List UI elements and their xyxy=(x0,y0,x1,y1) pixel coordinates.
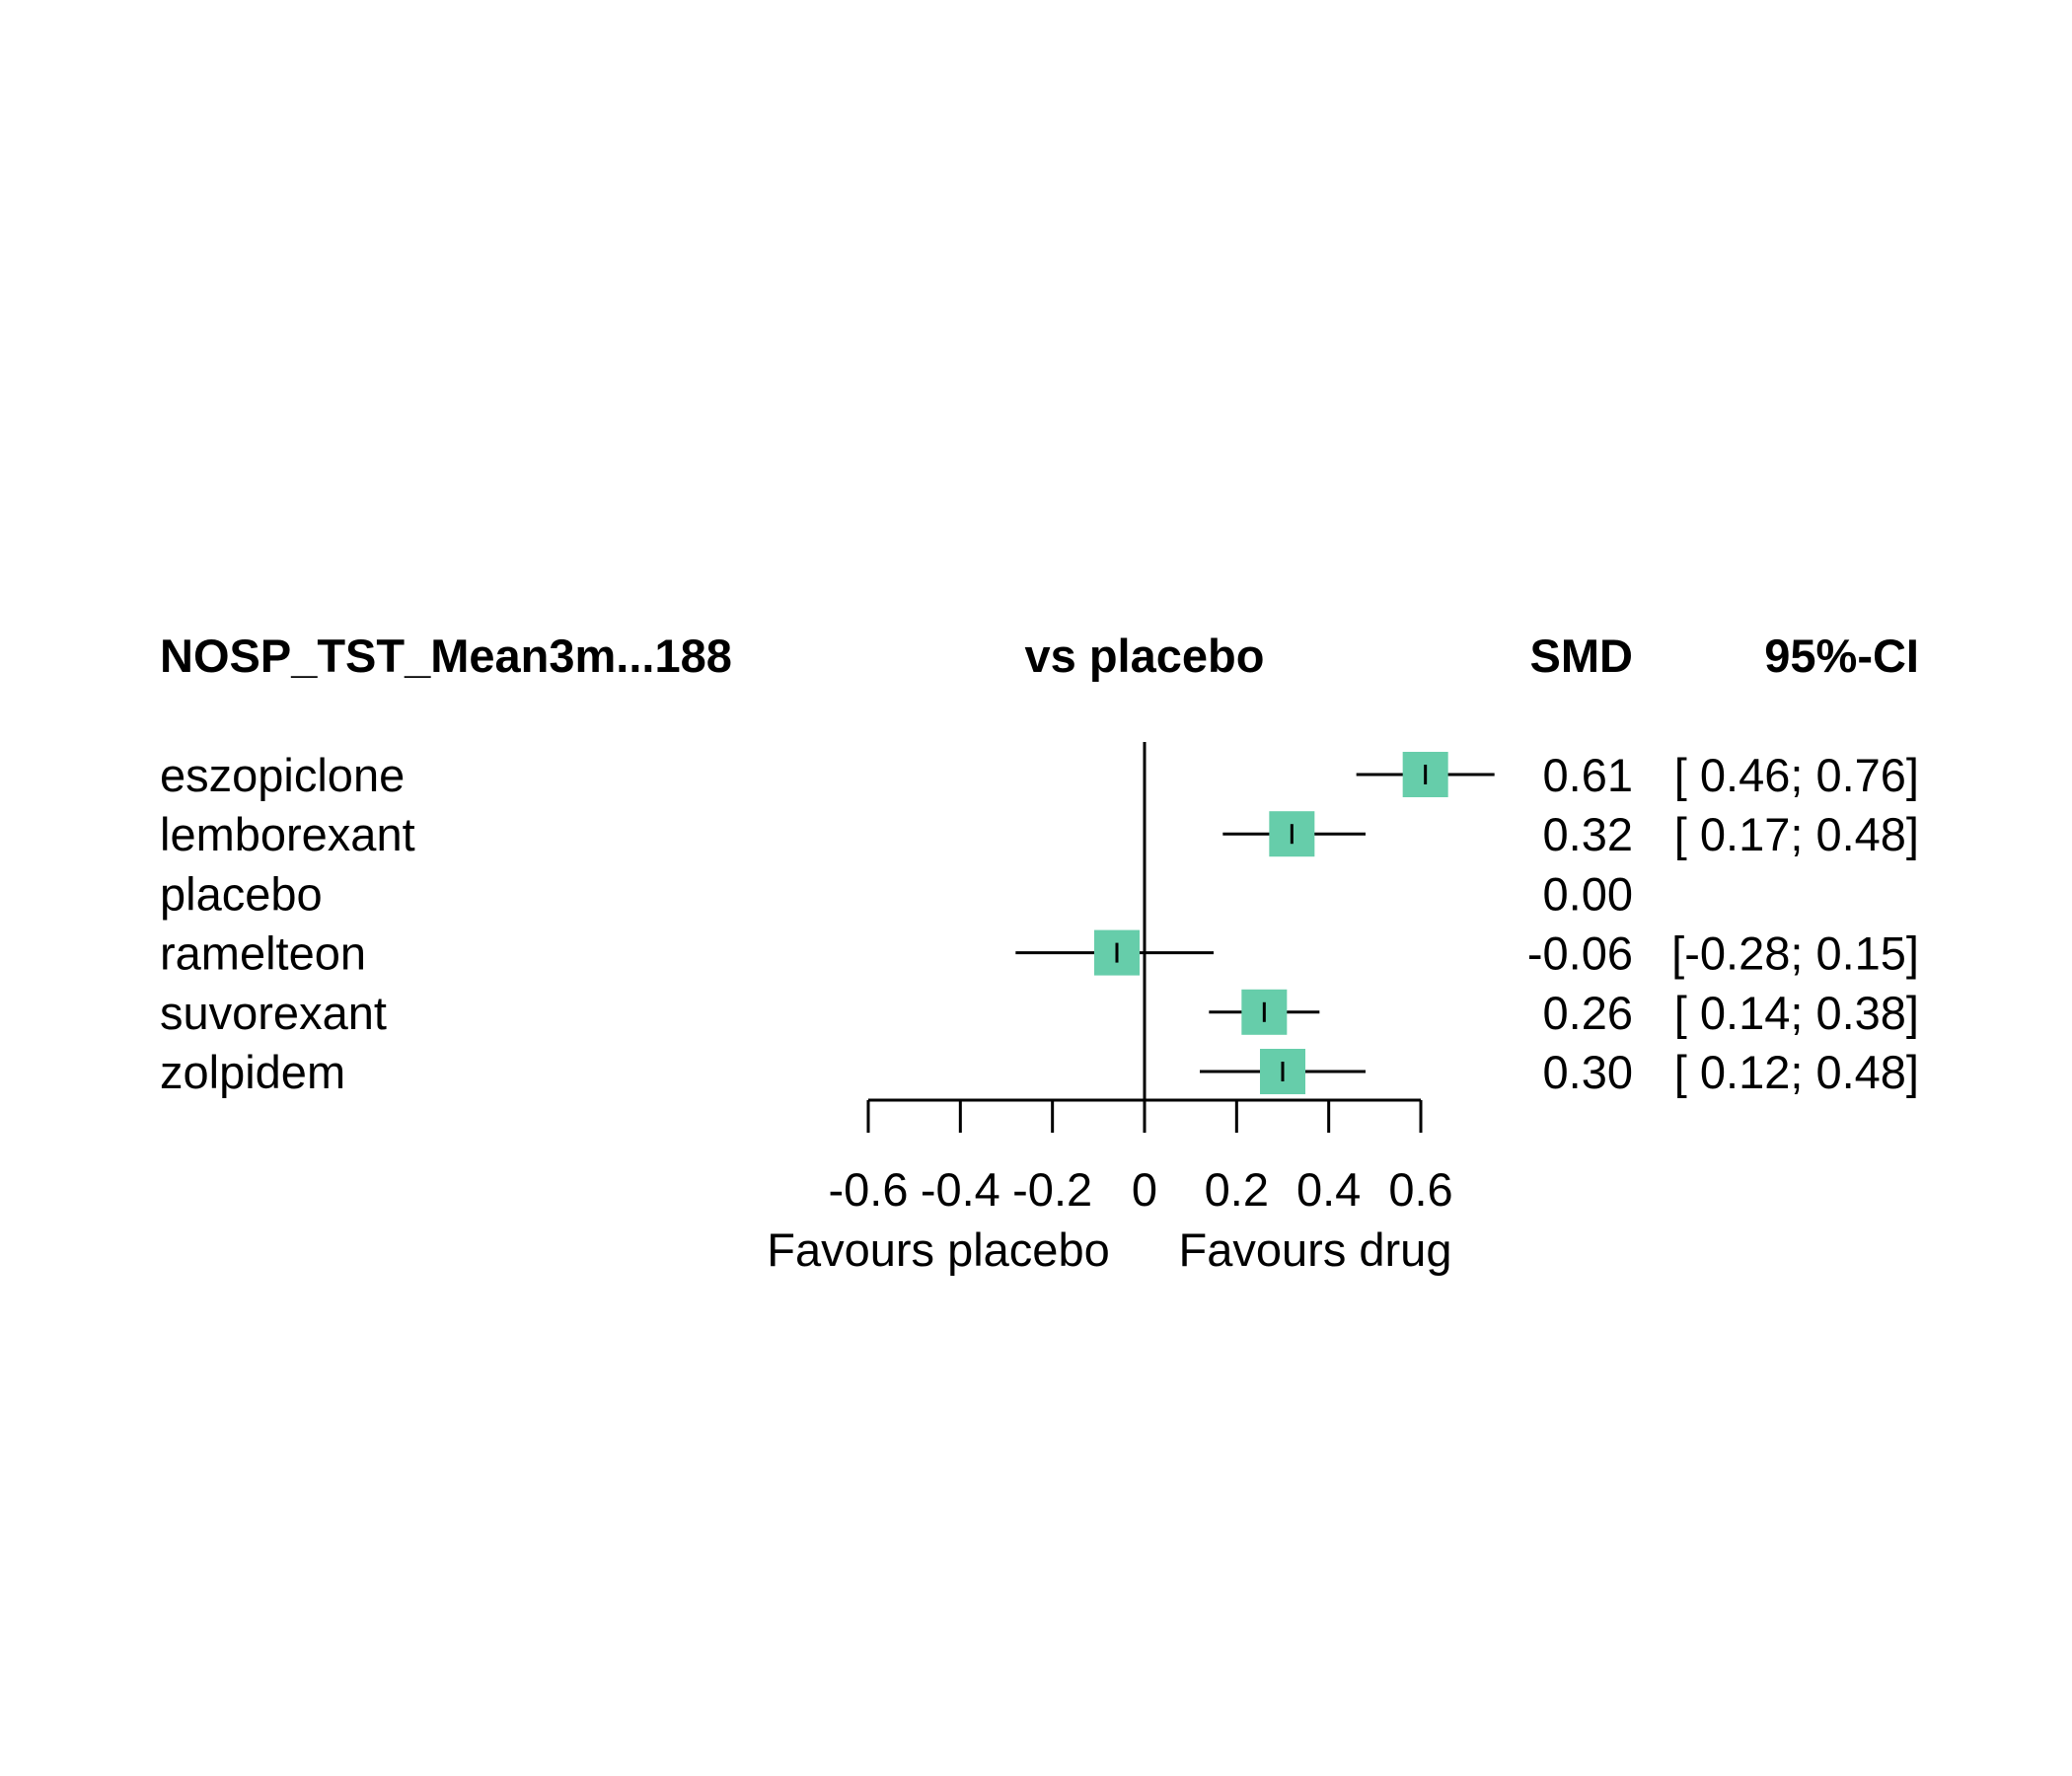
smd-value: -0.06 xyxy=(1527,927,1633,980)
row-label: zolpidem xyxy=(160,1046,345,1098)
header-comparison: vs placebo xyxy=(1025,629,1265,682)
smd-value: 0.00 xyxy=(1543,867,1633,920)
x-tick-label: 0.2 xyxy=(1205,1163,1269,1216)
row-label: suvorexant xyxy=(160,987,387,1039)
x-tick-label: 0.4 xyxy=(1296,1163,1361,1216)
ci-value: [ 0.46; 0.76] xyxy=(1674,749,1919,801)
x-tick-label: -0.2 xyxy=(1012,1163,1092,1216)
favours-left-label: Favours placebo xyxy=(767,1223,1109,1276)
ci-value: [ 0.14; 0.38] xyxy=(1674,987,1919,1039)
forest-row-placebo: placebo 0.00 xyxy=(160,867,1633,920)
ci-value: [ 0.17; 0.48] xyxy=(1674,808,1919,860)
header-smd: SMD xyxy=(1530,629,1633,682)
x-axis: -0.6 -0.4 -0.2 0 0.2 0.4 0.6 xyxy=(829,1098,1453,1216)
forest-rows: eszopiclone 0.61 [ 0.46; 0.76] lemborexant 0… xyxy=(160,749,1919,1098)
x-tick-label: -0.6 xyxy=(829,1163,909,1216)
header-ci: 95%-CI xyxy=(1764,629,1919,682)
smd-value: 0.32 xyxy=(1543,808,1633,860)
smd-value: 0.61 xyxy=(1543,749,1633,801)
forest-row-lemborexant: lemborexant 0.32 [ 0.17; 0.48] xyxy=(160,808,1919,860)
ci-value: [-0.28; 0.15] xyxy=(1671,927,1919,980)
x-tick-label: 0.6 xyxy=(1388,1163,1452,1216)
header-study: NOSP_TST_Mean3m...188 xyxy=(160,629,732,682)
ci-value: [ 0.12; 0.48] xyxy=(1674,1046,1919,1098)
row-label: ramelteon xyxy=(160,927,366,980)
row-label: lemborexant xyxy=(160,808,415,860)
row-label: placebo xyxy=(160,867,323,920)
smd-value: 0.30 xyxy=(1543,1046,1633,1098)
x-tick-label: -0.4 xyxy=(921,1163,1000,1216)
forest-row-eszopiclone: eszopiclone 0.61 [ 0.46; 0.76] xyxy=(160,749,1919,801)
forest-row-ramelteon: ramelteon -0.06 [-0.28; 0.15] xyxy=(160,927,1919,980)
forest-row-suvorexant: suvorexant 0.26 [ 0.14; 0.38] xyxy=(160,987,1919,1039)
favours-right-label: Favours drug xyxy=(1179,1223,1452,1276)
forest-row-zolpidem: zolpidem 0.30 [ 0.12; 0.48] xyxy=(160,1046,1919,1098)
row-label: eszopiclone xyxy=(160,749,405,801)
x-tick-label: 0 xyxy=(1132,1163,1157,1216)
smd-value: 0.26 xyxy=(1543,987,1633,1039)
